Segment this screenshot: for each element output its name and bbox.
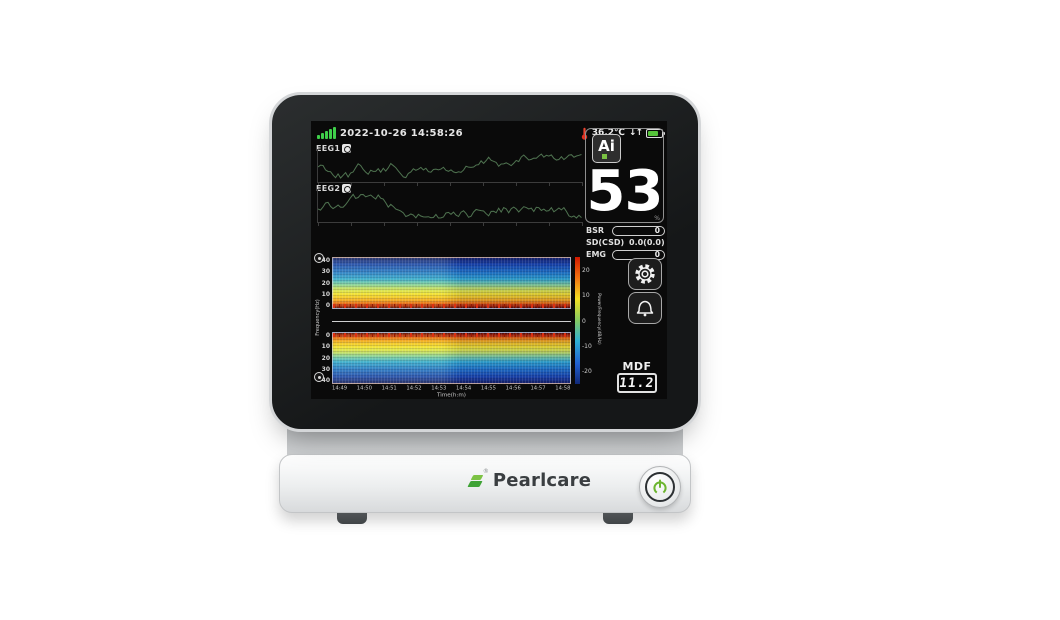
metric-value-pill: 0 [612, 226, 665, 236]
freq-axis-top: 40 30 20 10 0 [317, 257, 330, 309]
eeg2-label-text: EEG2 [316, 184, 341, 193]
freq-tick: 10 [321, 343, 330, 351]
colorbar-tick: -20 [582, 368, 592, 375]
leaf-icon [467, 474, 484, 487]
metric-row-bsr: BSR [586, 226, 612, 235]
front-panel [279, 454, 691, 513]
freq-tick: 40 [321, 257, 330, 264]
time-tick: 14:56 [505, 385, 521, 391]
metric-label: EMG [586, 250, 606, 259]
colorbar-label: Power/Frequency(dB/Hz) [596, 293, 602, 345]
power-icon [653, 479, 667, 495]
registered-mark: ® [482, 468, 489, 475]
mdf-value: 11.2 [618, 375, 656, 391]
spectro-marker-icon [314, 372, 324, 382]
freq-tick: 40 [321, 377, 330, 384]
index-value: 53 [586, 159, 664, 224]
time-tick: 14:52 [406, 385, 422, 391]
time-tick: 14:50 [356, 385, 372, 391]
metric-row-sd: SD(CSD) 0.0(0.0) [586, 238, 665, 247]
time-axis: 14:49 14:50 14:51 14:52 14:53 14:54 14:5… [332, 385, 571, 391]
colorbar-tick: 10 [582, 292, 590, 300]
gear-icon [635, 264, 655, 284]
time-tick: 14:54 [456, 385, 472, 391]
ai-logo-text: Ai [598, 137, 615, 155]
freq-tick: 30 [321, 268, 330, 276]
time-tick: 14:49 [332, 385, 348, 391]
metric-label: SD(CSD) [586, 238, 625, 247]
power-ring [645, 472, 675, 502]
index-panel: Ai 53 % [585, 128, 664, 224]
time-tick: 14:58 [555, 385, 571, 391]
mdf-display: 11.2 [617, 373, 657, 393]
spectro-marker-icon [314, 253, 324, 263]
signal-strength-icon [317, 127, 336, 139]
time-tick: 14:55 [480, 385, 496, 391]
ai-logo-dot [602, 154, 607, 159]
freq-tick: 10 [321, 290, 330, 298]
mdf-label: MDF [622, 360, 652, 373]
time-tick: 14:57 [530, 385, 546, 391]
temperature-text: 36.2℃ [591, 128, 625, 138]
monitor: 2022-10-26 14:58:26 36.2℃ ↓↑ EEG1 [269, 92, 701, 432]
metric-value: 0.0(0.0) [629, 238, 665, 247]
brand-logo: ® Pearlcare [0, 468, 1060, 491]
datetime-text: 2022-10-26 14:58:26 [340, 127, 463, 139]
colorbar-tick: -10 [582, 342, 592, 350]
freq-tick: 0 [325, 332, 330, 339]
colorbar-ticks: 20 10 0 -10 -20 [582, 267, 592, 375]
power-button[interactable] [639, 466, 681, 508]
freq-tick: 20 [321, 354, 330, 362]
spectrogram-bottom-half [332, 332, 571, 384]
brand-name: Pearlcare [492, 470, 592, 491]
metric-value: 0 [654, 250, 660, 259]
index-unit: % [654, 215, 660, 222]
ai-logo-button[interactable]: Ai [592, 134, 621, 163]
spectrogram-divider [332, 321, 571, 322]
alarm-button[interactable] [628, 292, 662, 324]
eeg2-label: EEG2 [316, 184, 352, 193]
spectrogram-top-half [332, 257, 571, 309]
freq-axis-bottom: 0 10 20 30 40 [317, 332, 330, 384]
time-axis-label: Time(h:m) [437, 391, 466, 398]
freq-tick: 30 [321, 365, 330, 373]
colorbar-tick: 0 [582, 317, 586, 325]
eeg1-label-text: EEG1 [316, 144, 341, 153]
metric-label: BSR [586, 226, 605, 235]
freq-tick: 20 [321, 279, 330, 287]
colorbar [575, 257, 580, 384]
eeg1-label: EEG1 [316, 144, 352, 153]
eeg1-waveform [317, 149, 583, 186]
settings-button[interactable] [628, 258, 662, 290]
lead-status-icon [342, 144, 352, 153]
freq-tick: 0 [325, 302, 330, 309]
bell-icon [636, 300, 654, 317]
lead-status-icon [342, 184, 352, 193]
updown-arrows-icon: ↓↑ [628, 128, 643, 138]
colorbar-tick: 20 [582, 267, 590, 274]
time-tick: 14:51 [381, 385, 397, 391]
eeg2-waveform [317, 189, 583, 226]
time-tick: 14:53 [431, 385, 447, 391]
screen: 2022-10-26 14:58:26 36.2℃ ↓↑ EEG1 [311, 121, 667, 399]
metric-row-emg: EMG [586, 250, 612, 259]
metric-value: 0 [654, 226, 660, 235]
